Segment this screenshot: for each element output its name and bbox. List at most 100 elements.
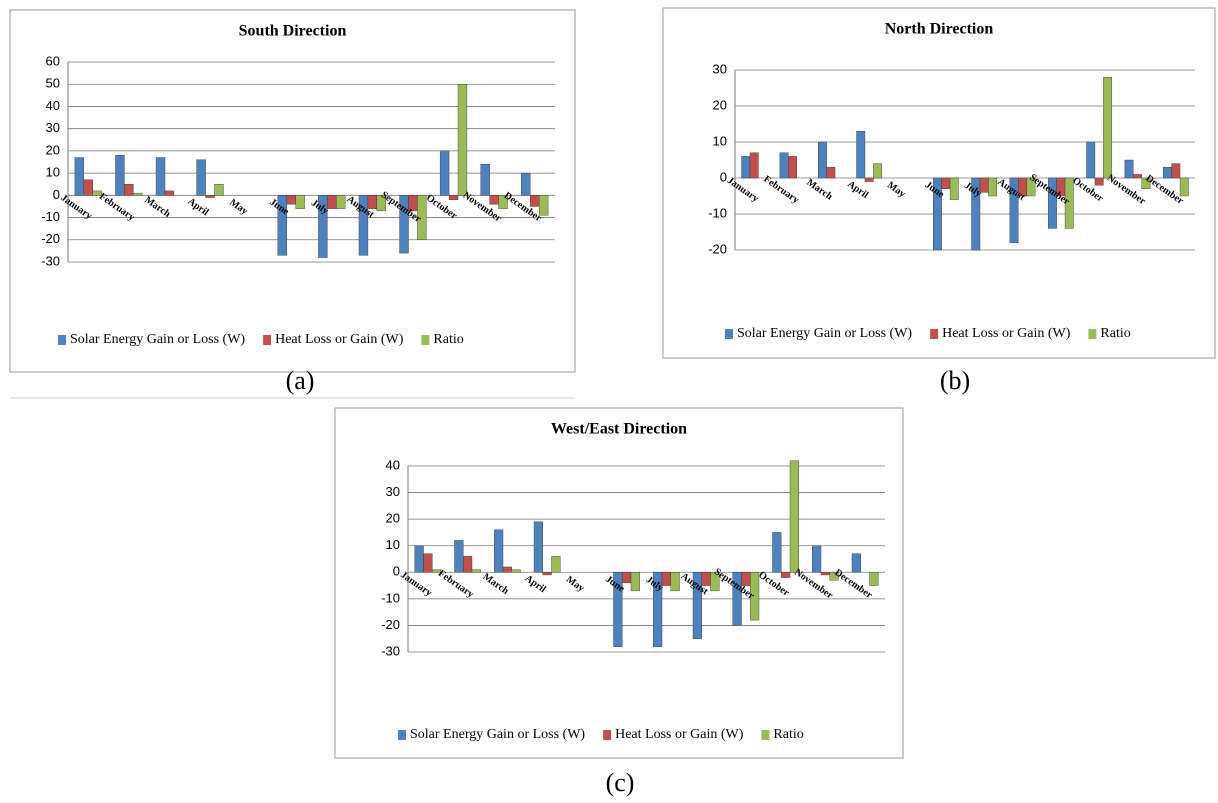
bar — [988, 177, 998, 197]
bar — [949, 177, 959, 200]
bar — [873, 163, 883, 179]
caption: (c) — [606, 768, 635, 797]
legend-swatch — [603, 730, 612, 740]
bar — [551, 556, 561, 573]
bar — [1162, 166, 1172, 179]
y-tick-label: 40 — [46, 98, 60, 113]
legend-swatch — [421, 335, 430, 345]
bar — [164, 190, 175, 196]
bar — [653, 572, 663, 647]
bar — [710, 572, 720, 592]
bar — [851, 553, 861, 573]
bar — [826, 166, 836, 179]
bar — [732, 572, 742, 626]
bar — [817, 141, 827, 179]
bar — [214, 184, 224, 196]
bar — [92, 190, 102, 196]
bar — [358, 195, 369, 256]
bar — [750, 572, 760, 621]
bar — [1141, 177, 1151, 190]
bar — [538, 195, 549, 216]
y-tick-label: -20 — [708, 241, 727, 256]
y-tick-label: 30 — [46, 120, 60, 135]
legend-label: Ratio — [1100, 326, 1130, 341]
bar — [336, 195, 346, 209]
y-tick-label: 0 — [53, 187, 60, 202]
y-tick-label: -20 — [41, 231, 60, 246]
bar — [454, 540, 464, 573]
caption: (a) — [286, 366, 315, 395]
y-tick-label: -10 — [381, 590, 400, 605]
bar — [124, 184, 134, 196]
legend-label: Ratio — [433, 332, 463, 347]
bar — [489, 195, 499, 205]
y-tick-label: 10 — [46, 165, 60, 180]
bar — [399, 195, 409, 254]
bar — [613, 572, 623, 647]
legend-label: Heat Loss or Gain (W) — [275, 332, 404, 347]
bar — [864, 177, 874, 182]
bar — [494, 529, 504, 573]
legend-swatch — [58, 335, 66, 345]
bar — [779, 152, 789, 179]
y-tick-label: -10 — [708, 205, 727, 220]
bar — [432, 569, 442, 573]
y-tick-label: 30 — [713, 61, 727, 76]
bar — [417, 195, 427, 240]
legend-label: Ratio — [773, 727, 803, 742]
bar — [295, 195, 305, 209]
bar — [542, 572, 552, 576]
bar — [1124, 159, 1134, 179]
bar — [1064, 177, 1074, 229]
legend-swatch — [1088, 329, 1097, 339]
bar — [463, 556, 473, 573]
bar — [1086, 141, 1096, 179]
legend-swatch — [725, 329, 733, 339]
bar — [423, 553, 433, 573]
y-tick-label: -30 — [381, 643, 400, 658]
y-tick-label: -10 — [41, 209, 60, 224]
bar — [530, 195, 540, 207]
legend-label: Heat Loss or Gain (W) — [942, 326, 1071, 341]
bar — [781, 572, 791, 578]
bar — [971, 177, 981, 251]
y-tick-label: 60 — [46, 53, 60, 68]
bar — [133, 192, 143, 196]
bar — [205, 195, 215, 198]
y-tick-label: 20 — [713, 97, 727, 112]
y-tick-label: -20 — [381, 617, 400, 632]
legend-label: Solar Energy Gain or Loss (W) — [737, 326, 912, 341]
y-tick-label: 10 — [386, 537, 400, 552]
bar — [941, 177, 951, 190]
bar — [932, 177, 942, 251]
bar — [622, 572, 632, 584]
bar — [829, 572, 839, 581]
bar — [480, 164, 490, 196]
bar — [630, 572, 640, 592]
bar — [533, 521, 543, 573]
bar — [1179, 177, 1189, 197]
bar — [196, 159, 206, 196]
bar — [788, 156, 797, 179]
y-tick-label: 0 — [393, 564, 400, 579]
bar — [1026, 177, 1036, 197]
legend-swatch — [930, 329, 939, 339]
bar — [376, 195, 386, 212]
bar — [772, 532, 782, 573]
y-tick-label: 40 — [386, 457, 400, 472]
bar — [741, 156, 751, 179]
bar — [869, 572, 879, 586]
legend-swatch — [263, 335, 272, 345]
bar — [277, 195, 287, 256]
bar — [1047, 177, 1057, 229]
legend-label: Solar Energy Gain or Loss (W) — [410, 727, 585, 742]
bar — [439, 150, 450, 196]
legend-label: Heat Loss or Gain (W) — [615, 727, 744, 742]
bar — [749, 152, 759, 179]
bar — [74, 157, 85, 196]
y-tick-label: 20 — [386, 511, 400, 526]
y-tick-label: 10 — [713, 133, 727, 148]
legend-label: Solar Energy Gain or Loss (W) — [70, 332, 245, 347]
bar — [457, 84, 468, 196]
